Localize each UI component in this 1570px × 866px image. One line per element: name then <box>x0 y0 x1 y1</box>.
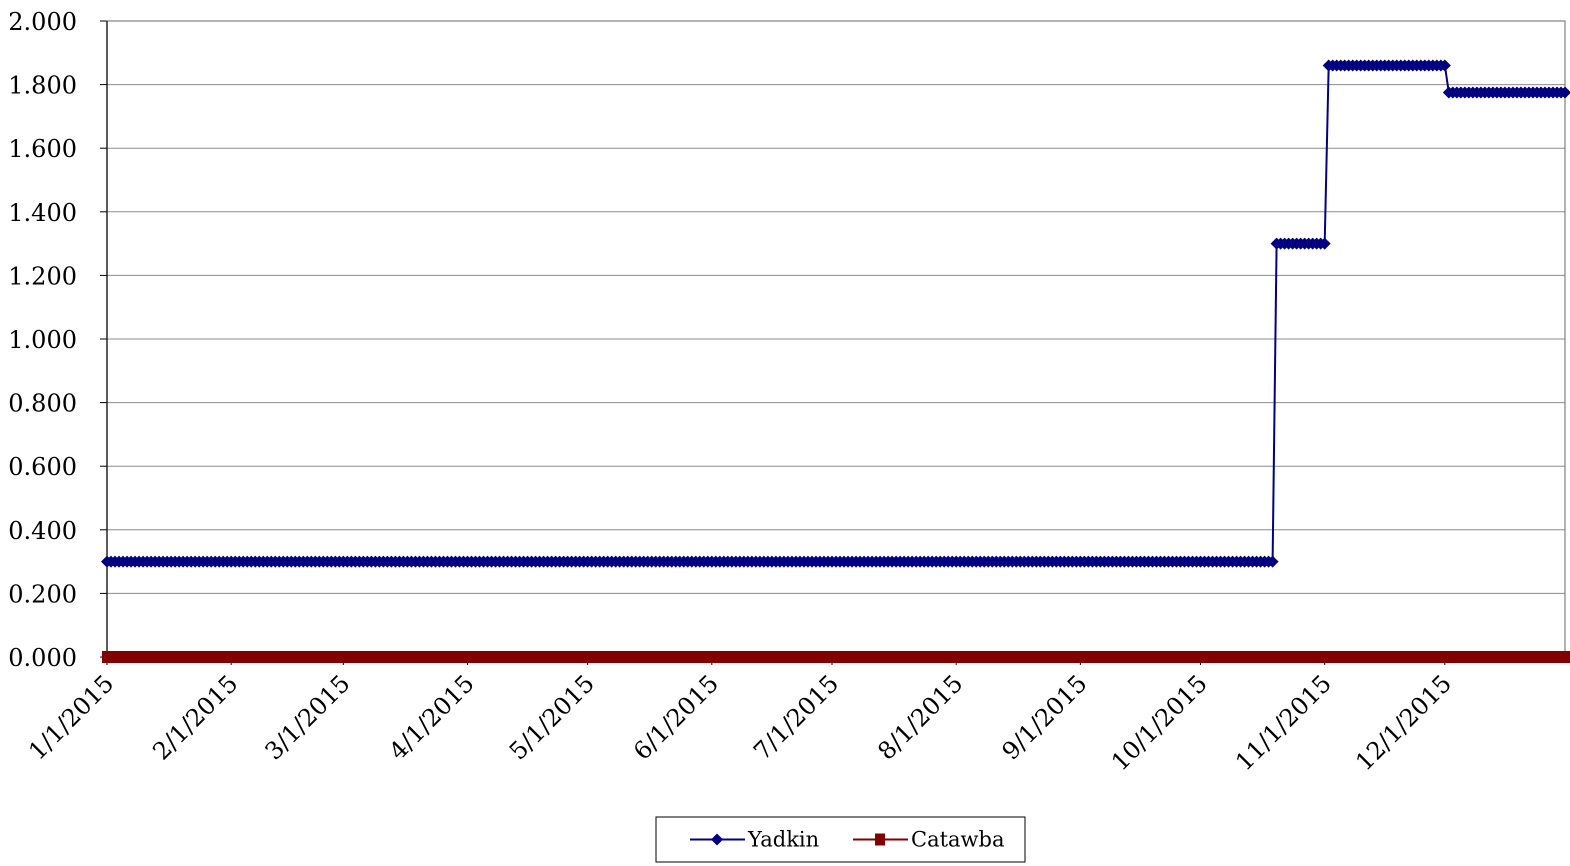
y-tick-label: 1.200 <box>8 262 77 290</box>
series-yadkin <box>101 59 1570 568</box>
x-tick-label: 9/1/2015 <box>997 669 1093 765</box>
x-tick-label: 2/1/2015 <box>147 669 243 765</box>
x-tick-label: 4/1/2015 <box>384 669 480 765</box>
x-tick-label: 3/1/2015 <box>260 669 356 765</box>
gridlines <box>107 20 1565 594</box>
data-point <box>1266 555 1279 568</box>
y-tick-label: 1.800 <box>8 72 77 100</box>
legend-marker <box>875 833 885 846</box>
x-tick-label: 11/1/2015 <box>1230 669 1337 776</box>
legend-label: Yadkin <box>747 828 819 852</box>
data-point <box>1438 59 1451 72</box>
y-tick-label: 0.000 <box>8 644 77 672</box>
legend-marker <box>711 833 723 846</box>
x-tick-label: 8/1/2015 <box>872 669 968 765</box>
legend: Yadkin Catawba <box>655 816 1026 863</box>
series-layer <box>101 59 1570 663</box>
y-tick-label: 1.400 <box>8 199 77 227</box>
y-tick-label: 0.600 <box>8 453 77 481</box>
series-line <box>107 64 1565 563</box>
legend-entry-catawba: Catawba <box>853 828 1005 852</box>
x-tick-label: 12/1/2015 <box>1350 669 1457 776</box>
data-point <box>1318 237 1331 250</box>
series-catawba <box>102 651 1570 663</box>
y-tick-label: 2.000 <box>8 8 77 36</box>
y-tick-label: 0.800 <box>8 390 77 418</box>
y-tick-label: 1.000 <box>8 326 77 354</box>
data-point <box>1559 86 1570 99</box>
legend-label: Catawba <box>911 828 1005 852</box>
y-tick-label: 0.400 <box>8 517 77 545</box>
legend-entry-yadkin: Yadkin <box>690 828 819 852</box>
x-tick-label: 10/1/2015 <box>1106 669 1213 776</box>
x-tick-label: 1/1/2015 <box>23 669 119 765</box>
y-tick-label: 0.200 <box>8 580 77 608</box>
x-tick-label: 6/1/2015 <box>628 669 724 765</box>
x-tick-label: 5/1/2015 <box>504 669 600 765</box>
y-tick-label: 1.600 <box>8 135 77 163</box>
data-point <box>1560 651 1570 663</box>
x-tick-label: 7/1/2015 <box>748 669 844 765</box>
